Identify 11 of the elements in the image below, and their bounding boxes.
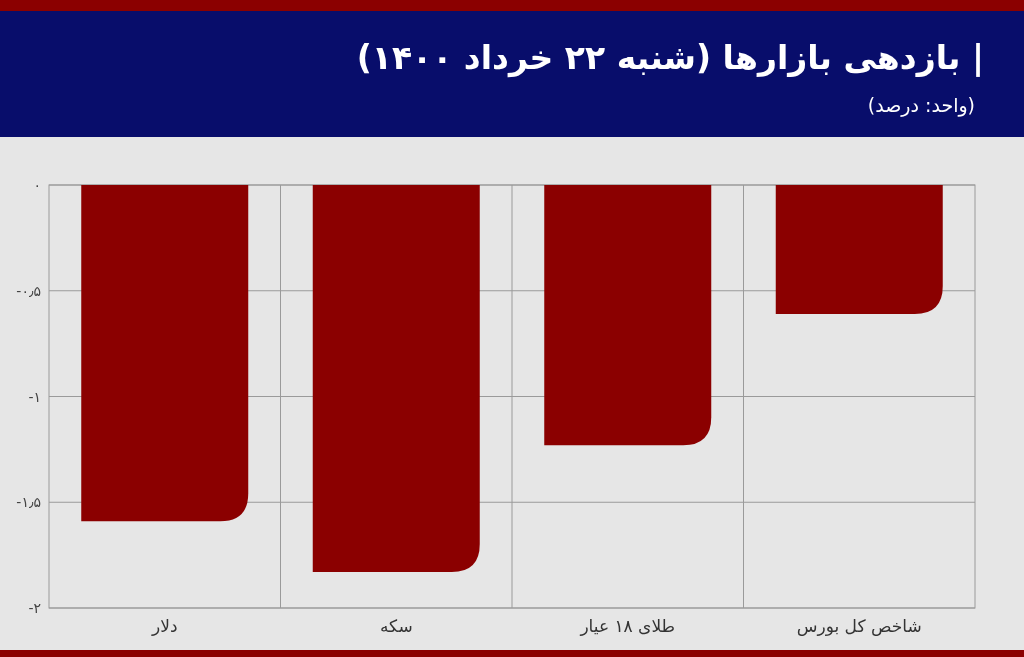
y-tick-label: -۱ — [28, 388, 41, 405]
x-tick-label: طلای ۱۸ عیار — [579, 616, 676, 636]
y-tick-label: -۰٫۵ — [16, 282, 41, 299]
y-tick-label: ۰ — [33, 177, 41, 193]
x-tick-label: سکه — [379, 616, 413, 636]
chart-subtitle: (واحد: درصد) — [867, 94, 975, 116]
x-tick-label: دلار — [151, 616, 178, 636]
chart-title: | بازدهی بازارها (شنبه ۲۲ خرداد ۱۴۰۰) — [356, 38, 984, 77]
y-tick-label: -۲ — [28, 600, 41, 616]
y-tick-label: -۱٫۵ — [16, 494, 41, 511]
x-tick-label: شاخص کل بورس — [796, 616, 922, 636]
